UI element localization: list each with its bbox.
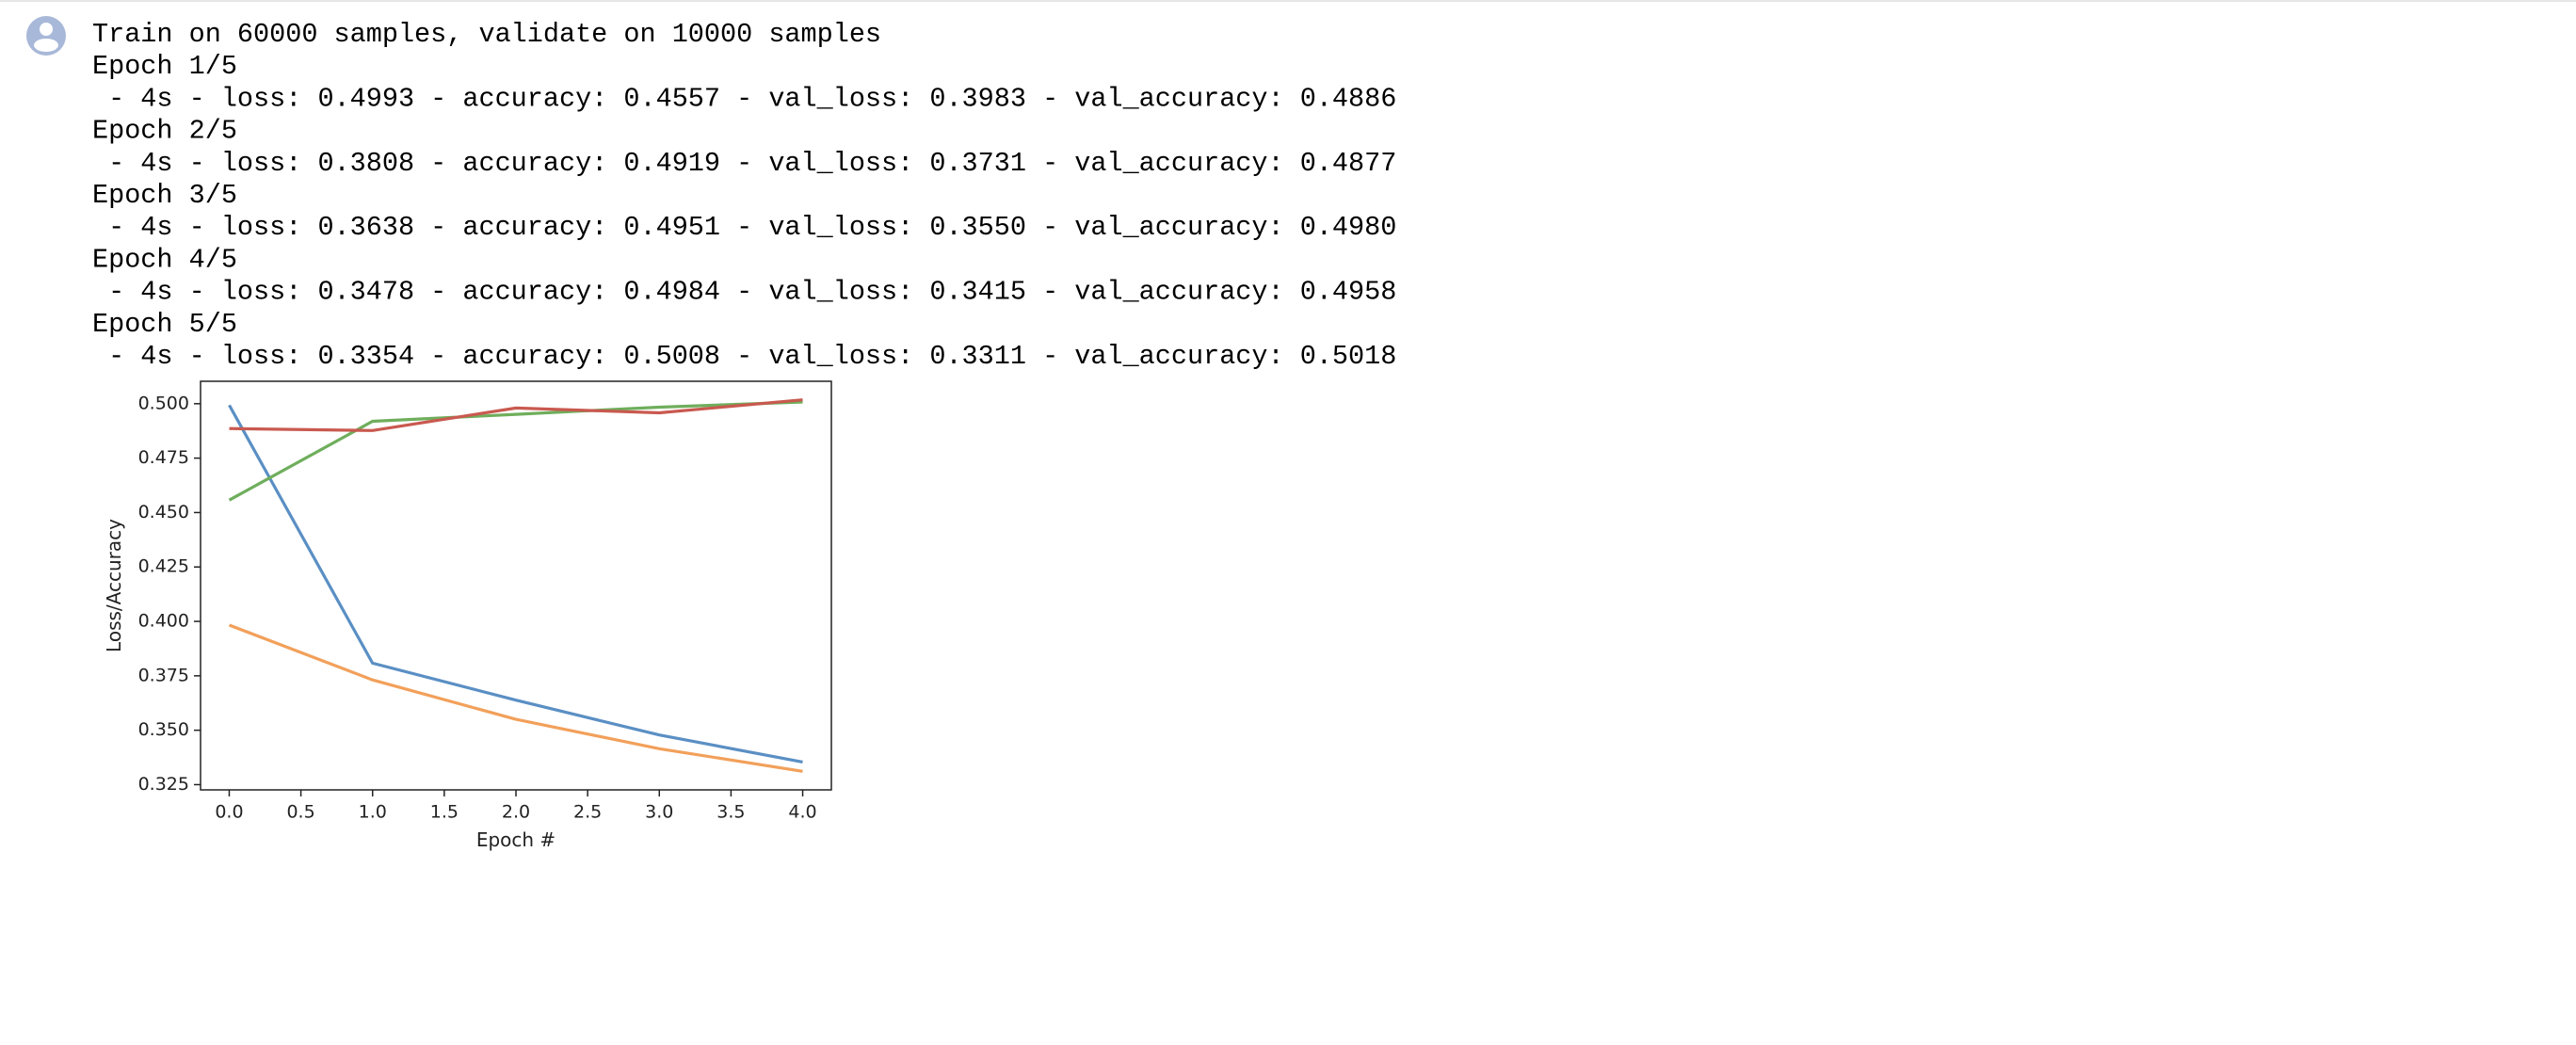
output-line: Epoch 1/5 <box>92 51 237 82</box>
output-line: Epoch 3/5 <box>92 180 237 211</box>
y-tick-label: 0.325 <box>138 774 189 795</box>
x-tick-label: 2.0 <box>502 802 530 823</box>
series-line <box>228 404 803 764</box>
output-line: Train on 60000 samples, validate on 1000… <box>92 19 881 50</box>
y-tick-label: 0.375 <box>138 665 189 685</box>
x-tick-label: 3.0 <box>645 802 673 823</box>
avatar <box>26 16 66 56</box>
y-tick-label: 0.475 <box>138 447 189 468</box>
x-tick-label: 0.5 <box>286 802 314 823</box>
avatar-body <box>34 39 58 52</box>
y-tick-label: 0.425 <box>138 556 189 577</box>
output-line: - 4s - loss: 0.4993 - accuracy: 0.4557 -… <box>92 83 1396 114</box>
output-line: - 4s - loss: 0.3354 - accuracy: 0.5008 -… <box>92 341 1396 372</box>
y-tick-label: 0.500 <box>138 393 189 413</box>
plot-frame <box>200 380 832 791</box>
y-tick-label: 0.350 <box>138 719 189 740</box>
x-tick-label: 2.5 <box>573 802 602 823</box>
x-axis-label: Epoch # <box>476 828 555 851</box>
x-tick-label: 1.0 <box>359 802 387 823</box>
output-line: - 4s - loss: 0.3638 - accuracy: 0.4951 -… <box>92 212 1396 243</box>
x-tick-label: 1.5 <box>430 802 459 823</box>
output-line: Epoch 5/5 <box>92 309 237 340</box>
y-tick-label: 0.450 <box>138 502 189 522</box>
output-line: - 4s - loss: 0.3478 - accuracy: 0.4984 -… <box>92 277 1396 308</box>
series-line <box>228 623 803 773</box>
y-tick-label: 0.400 <box>138 611 189 632</box>
x-tick-label: 3.5 <box>716 802 745 823</box>
series-line <box>228 400 803 502</box>
output-line: Epoch 2/5 <box>92 116 237 147</box>
x-tick-label: 4.0 <box>788 802 816 823</box>
y-axis-label: Loss/Accuracy <box>103 519 125 652</box>
output-line: Epoch 4/5 <box>92 244 237 275</box>
avatar-head <box>40 23 53 36</box>
series-line <box>229 398 803 432</box>
output-line: - 4s - loss: 0.3808 - accuracy: 0.4919 -… <box>92 148 1396 179</box>
x-tick-label: 0.0 <box>215 802 243 823</box>
